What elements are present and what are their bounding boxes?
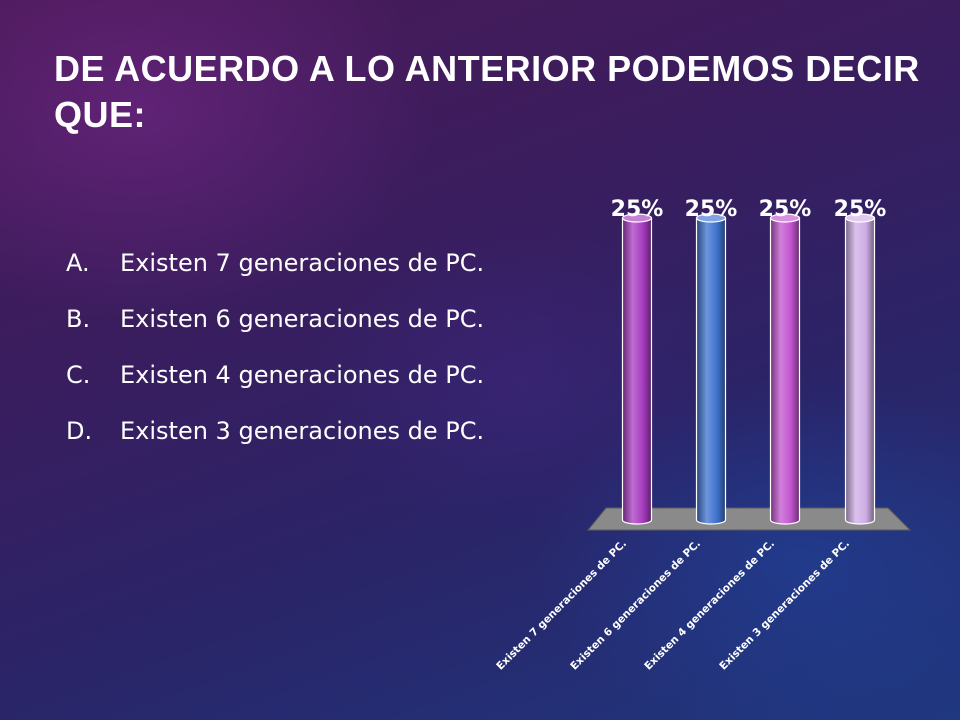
bar-body <box>621 217 653 525</box>
option-letter: B. <box>66 305 91 333</box>
answer-option-a: A. Existen 7 generaciones de PC. <box>66 248 516 278</box>
category-axis-label: Existen 3 generaciones de PC. <box>717 538 852 673</box>
category-axis-label: Existen 4 generaciones de PC. <box>642 538 777 673</box>
bar-cap <box>695 213 727 223</box>
bar-value-label: 25% <box>834 197 887 222</box>
answer-option-d: D. Existen 3 generaciones de PC. <box>66 416 516 446</box>
option-letter: A. <box>66 249 90 277</box>
category-axis-label: Existen 7 generaciones de PC. <box>494 538 629 673</box>
bar-cap <box>769 213 801 223</box>
option-letter: D. <box>66 417 93 445</box>
bar-cap <box>844 213 876 223</box>
chart-bar <box>621 213 653 525</box>
bar-value-label: 25% <box>611 197 664 222</box>
chart-bar <box>844 213 876 525</box>
chart-bar <box>695 213 727 525</box>
option-text: Existen 3 generaciones de PC. <box>120 417 485 445</box>
labels-layer: 25% Existen 7 generaciones de PC. 25% Exist… <box>494 197 886 673</box>
option-text: Existen 6 generaciones de PC. <box>120 305 485 333</box>
bar-body <box>844 217 876 525</box>
bar-body <box>769 217 801 525</box>
answer-options-list: A. Existen 7 generaciones de PC. B. Exis… <box>66 248 516 472</box>
chart-bar <box>769 213 801 525</box>
slide-title: DE ACUERDO A LO ANTERIOR PODEMOS DECIR Q… <box>54 48 920 135</box>
option-text: Existen 7 generaciones de PC. <box>120 249 485 277</box>
answer-option-c: C. Existen 4 generaciones de PC. <box>66 360 516 390</box>
bar-value-label: 25% <box>759 197 812 222</box>
answer-option-b: B. Existen 6 generaciones de PC. <box>66 304 516 334</box>
bars-layer <box>621 213 876 525</box>
bar-cap <box>621 213 653 223</box>
option-text: Existen 4 generaciones de PC. <box>120 361 485 389</box>
category-axis-label: Existen 6 generaciones de PC. <box>568 538 703 673</box>
option-letter: C. <box>66 361 91 389</box>
bar-value-label: 25% <box>685 197 738 222</box>
bar-body <box>695 217 727 525</box>
